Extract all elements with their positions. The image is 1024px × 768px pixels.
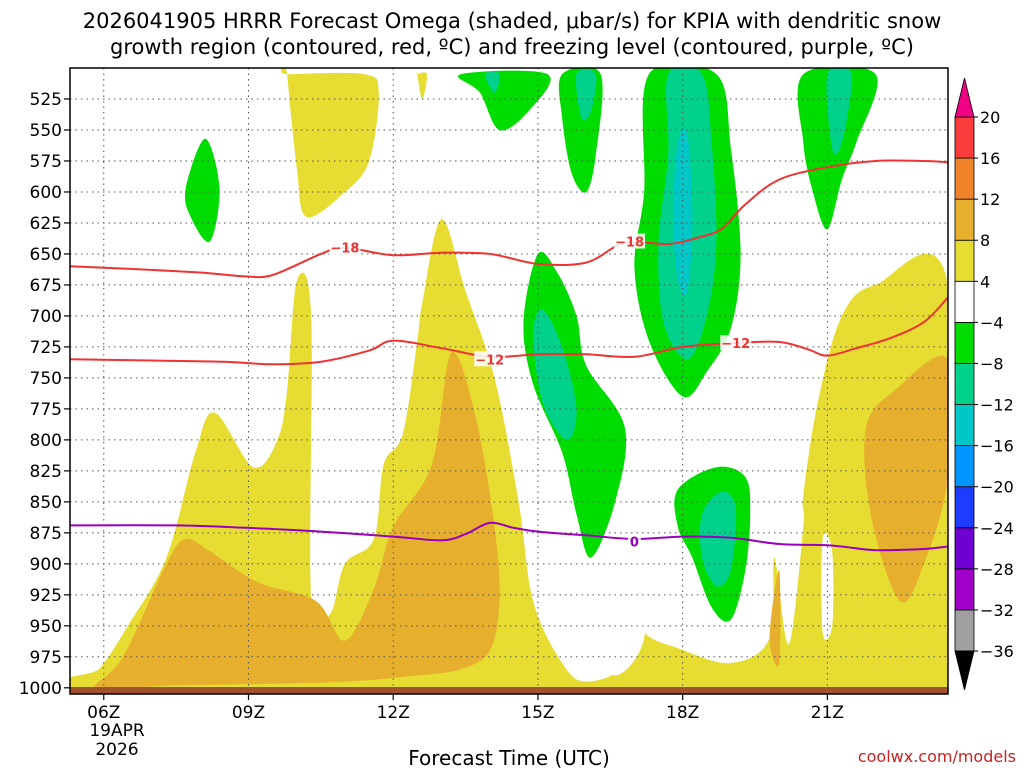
- omega-region-1: [281, 68, 379, 218]
- x-tick-label-12Z: 12Z: [377, 703, 410, 723]
- y-tick-label-900: 900: [30, 555, 62, 575]
- freezing-level-0-line: [70, 521, 948, 552]
- credit-text: coolwx.com/models: [858, 747, 1016, 766]
- omega-region-20: [484, 71, 500, 93]
- x-tick-label-15Z: 15Z: [521, 703, 554, 723]
- omega-region-22: [826, 68, 852, 155]
- colorbar-label--28: −28: [980, 560, 1014, 579]
- colorbar-bin--8: [954, 321, 975, 364]
- colorbar-label--8: −8: [980, 354, 1004, 373]
- y-tick-label-600: 600: [30, 183, 62, 203]
- omega-region-5: [589, 538, 646, 676]
- colorbar-label--32: −32: [980, 601, 1014, 620]
- colorbar-label--24: −24: [980, 519, 1014, 538]
- chart-title-line-1: 2026041905 HRRR Forecast Omega (shaded, …: [83, 9, 942, 33]
- colorbar: −36 −32 −28 −24 −20 −16 −12 −8 −4 4 8 12 16 20: [954, 77, 1014, 691]
- x-axis-label: Forecast Time (UTC): [408, 746, 610, 768]
- omega-region-21: [575, 69, 597, 121]
- colorbar-bin--12: [954, 363, 975, 405]
- colorbar-bin--4: [954, 280, 975, 323]
- omega-region-9: [864, 356, 948, 603]
- omega-region-7: [94, 352, 500, 691]
- omega-region-0: [70, 219, 948, 694]
- colorbar-label--12: −12: [980, 396, 1014, 415]
- omega-region-6: [821, 533, 834, 640]
- y-tick-label-800: 800: [30, 431, 62, 451]
- colorbar-bin-4: [954, 239, 975, 282]
- colorbar-label--36: −36: [980, 642, 1014, 661]
- date-label-year: 2026: [95, 740, 138, 760]
- colorbar-under-arrow: [954, 650, 975, 691]
- plot-area: [70, 68, 948, 694]
- colorbar-bin-8: [954, 198, 975, 241]
- omega-region-10: [184, 138, 220, 243]
- y-tick-label-750: 750: [30, 369, 62, 389]
- omega-region-2: [416, 72, 428, 99]
- colorbar-label--20: −20: [980, 478, 1014, 497]
- colorbar-label-4: 4: [980, 272, 990, 291]
- y-tick-label-975: 975: [30, 648, 62, 668]
- omega-region-19: [699, 491, 737, 587]
- x-tick-label-09Z: 09Z: [232, 703, 265, 723]
- dgz-minus12-label-bg-1: [720, 335, 752, 351]
- colorbar-label--4: −4: [980, 313, 1004, 332]
- omega-region-18: [533, 309, 577, 440]
- colorbar-bin--36: [954, 609, 975, 652]
- y-tick-label-825: 825: [30, 462, 62, 482]
- y-tick-label-650: 650: [30, 245, 62, 265]
- omega-shading: [70, 68, 948, 694]
- colorbar-label-8: 8: [980, 231, 990, 250]
- colorbar-label-20: 20: [980, 108, 1000, 127]
- colorbar-label-16: 16: [980, 149, 1000, 168]
- y-tick-label-925: 925: [30, 586, 62, 606]
- colorbar-bin-16: [954, 116, 975, 159]
- dgz-minus12-label-0: −12: [475, 353, 504, 368]
- colorbar-bin--20: [954, 445, 975, 488]
- colorbar-bin-12: [954, 157, 975, 200]
- dgz-minus18-line: [70, 159, 948, 279]
- dgz-minus18-label-bg-0: [329, 239, 361, 255]
- y-tick-label-575: 575: [30, 152, 62, 172]
- y-tick-label-725: 725: [30, 338, 62, 358]
- y-tick-label-700: 700: [30, 307, 62, 327]
- dgz-minus12-line: [70, 296, 948, 366]
- y-tick-label-625: 625: [30, 214, 62, 234]
- y-tick-label-850: 850: [30, 493, 62, 513]
- colorbar-label--16: −16: [980, 437, 1014, 456]
- contour-lines: [70, 159, 948, 552]
- dgz-minus12-label-bg-0: [474, 351, 506, 367]
- omega-region-8: [769, 569, 781, 667]
- colorbar-label-12: 12: [980, 190, 1000, 209]
- freezing-level-0-label-0: 0: [630, 536, 639, 551]
- x-tick-label-06Z: 06Z: [87, 703, 120, 723]
- dgz-minus12-label-1: −12: [721, 337, 750, 352]
- y-tick-label-1000: 1000: [19, 679, 62, 699]
- plot-frame: [69, 67, 949, 695]
- y-tick-label-550: 550: [30, 121, 62, 141]
- dgz-minus18-label-bg-1: [614, 233, 646, 249]
- contour-labels: −18 −18 −12 −12 0: [329, 233, 752, 551]
- dgz-minus18-label-0: −18: [330, 242, 359, 257]
- dgz-minus18-label-1: −18: [615, 236, 644, 251]
- x-axis-ticks: 06Z 09Z 12Z 15Z 18Z 21Z: [87, 694, 844, 723]
- y-tick-label-775: 775: [30, 400, 62, 420]
- colorbar-bin--32: [954, 568, 975, 611]
- y-tick-label-525: 525: [30, 90, 62, 110]
- colorbar-bin--28: [954, 527, 975, 570]
- colorbar-bin--16: [954, 404, 975, 447]
- freezing-level-0-label-bg-0: [627, 533, 641, 549]
- x-tick-label-18Z: 18Z: [666, 703, 699, 723]
- y-tick-label-950: 950: [30, 617, 62, 637]
- colorbar-over-arrow: [954, 77, 975, 118]
- omega-region-11: [457, 70, 551, 131]
- y-tick-label-875: 875: [30, 524, 62, 544]
- y-axis-ticks: 525 550 575 600 625 650 675 700 725 750 775 800 825 8…: [19, 90, 70, 699]
- date-label-month: 19APR: [89, 721, 145, 741]
- y-tick-label-675: 675: [30, 276, 62, 296]
- colorbar-bin--24: [954, 486, 975, 529]
- chart-title-line-2: growth region (contoured, red, ºC) and f…: [110, 35, 914, 59]
- x-tick-label-21Z: 21Z: [811, 703, 844, 723]
- ground-surface-bar: [70, 687, 948, 694]
